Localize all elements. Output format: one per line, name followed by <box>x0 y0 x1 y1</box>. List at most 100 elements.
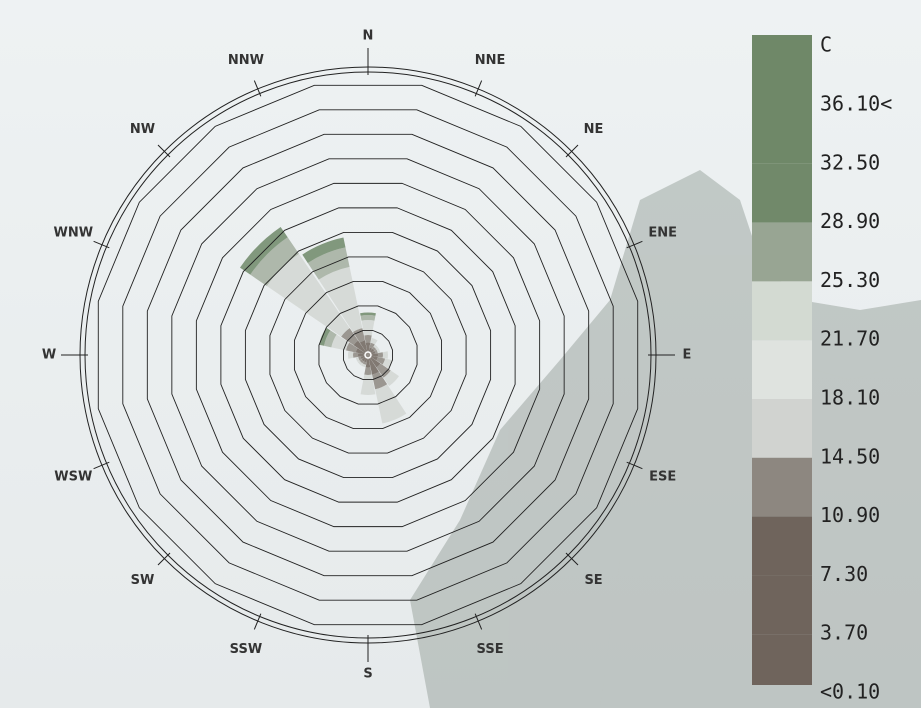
grid-ring <box>293 280 443 430</box>
wedge <box>358 356 362 361</box>
direction-tick <box>626 240 643 249</box>
direction-label: ENE <box>648 225 677 240</box>
colorbar-band <box>752 340 812 399</box>
wedge <box>359 359 364 364</box>
direction-label: E <box>683 348 692 363</box>
wedge <box>368 350 376 355</box>
wedge <box>250 237 299 286</box>
wedge <box>360 312 376 316</box>
grid-ring <box>171 158 565 552</box>
wedge <box>361 355 368 362</box>
wedge <box>375 384 407 424</box>
direction-tick <box>565 144 579 158</box>
direction-label: WNW <box>54 225 94 240</box>
colorbar-label: 18.10 <box>820 386 880 410</box>
wedge <box>368 348 375 355</box>
direction-tick <box>157 144 171 158</box>
grid-ring <box>146 133 590 577</box>
wedge <box>365 342 371 355</box>
direction-tick <box>93 461 110 470</box>
direction-tick <box>474 80 483 97</box>
colorbar-band <box>752 634 812 685</box>
wedge <box>307 247 350 280</box>
wedge <box>368 347 373 355</box>
wedge <box>361 320 375 336</box>
grid-ring <box>318 305 418 405</box>
wedge <box>360 314 376 321</box>
wedge <box>323 330 337 348</box>
grid-ring <box>269 256 467 454</box>
direction-label: SSE <box>477 642 504 657</box>
direction-tick <box>93 240 110 249</box>
wedge <box>368 355 379 375</box>
direction-tick <box>565 552 579 566</box>
colorbar-label: 36.10< <box>820 92 892 116</box>
center-dot <box>364 351 372 359</box>
colorbar-label: 14.50 <box>820 444 880 468</box>
wedge <box>376 357 386 365</box>
colorbar-label: 3.70 <box>820 621 868 645</box>
colorbar-band <box>752 457 812 517</box>
wedge <box>372 346 377 351</box>
colorbar-band <box>752 163 812 223</box>
wedge <box>364 367 372 376</box>
legend: C 36.10< 32.50 28.90 25.30 21.70 18.10 14.50 10… <box>752 33 892 704</box>
wedge <box>377 352 384 358</box>
colorbar-band <box>752 222 812 282</box>
colorbar-band <box>752 516 812 576</box>
wedge <box>352 352 359 358</box>
wedge <box>374 349 378 354</box>
wedge <box>319 327 331 346</box>
wedge <box>382 351 389 359</box>
colorbar-label: 32.50 <box>820 150 880 174</box>
wedge <box>362 361 367 365</box>
direction-label: N <box>363 29 374 44</box>
wedge <box>345 342 358 353</box>
direction-tick <box>474 613 483 630</box>
wedge <box>361 363 366 368</box>
colorbar-band <box>752 105 812 164</box>
wedge <box>352 328 365 343</box>
wedge <box>348 351 354 359</box>
wedge <box>359 340 368 355</box>
direction-label: S <box>363 667 372 682</box>
direction-label: WSW <box>54 470 92 485</box>
direction-tick <box>626 461 643 470</box>
wedge <box>266 253 350 337</box>
wedge <box>357 360 363 366</box>
wedge <box>368 353 378 357</box>
direction-label: NNW <box>228 53 264 68</box>
colorbar-band <box>752 399 812 458</box>
wedge <box>383 370 399 386</box>
direction-label: NNE <box>475 53 506 68</box>
colorbar-band <box>752 35 812 105</box>
colorbar-label: 7.30 <box>820 562 868 586</box>
colorbar-label: 21.70 <box>820 327 880 351</box>
grid-ring <box>244 231 492 479</box>
colorbar-label: 28.90 <box>820 209 880 233</box>
grid-ring <box>122 109 614 601</box>
wedge <box>365 355 371 368</box>
wedge <box>376 363 391 378</box>
grid-ring <box>195 182 541 528</box>
direction-label: NW <box>130 122 155 137</box>
grid-ring <box>220 207 516 503</box>
grid-ring <box>97 84 639 626</box>
wedge <box>353 340 368 355</box>
wedge <box>372 371 388 390</box>
grid-ring <box>343 330 393 380</box>
colorbar-label: 10.90 <box>820 503 880 527</box>
direction-label: NE <box>584 122 604 137</box>
direction-tick <box>253 613 262 630</box>
colorbar-label: <0.10 <box>820 680 880 704</box>
wedge <box>355 357 360 362</box>
direction-label: SE <box>584 573 602 588</box>
wind-rose: N NNE NE ENE E ESE SE SSE S SSW SW WSW W WNW NW NNW <box>42 29 692 682</box>
direction-label: W <box>42 348 56 363</box>
colorbar-label: 25.30 <box>820 268 880 292</box>
direction-tick <box>253 80 262 97</box>
direction-label: SW <box>131 573 155 588</box>
wedge <box>373 344 379 350</box>
